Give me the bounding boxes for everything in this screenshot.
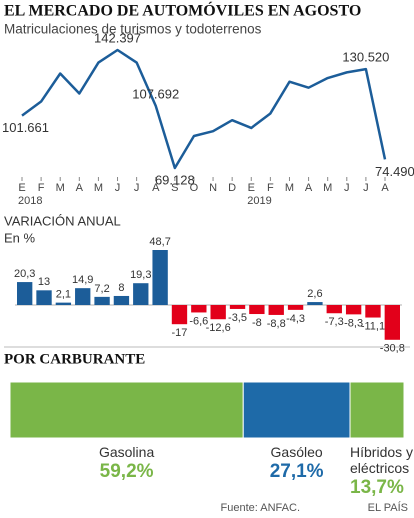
data-label: 13 xyxy=(38,276,50,288)
x-tick-label: N xyxy=(209,182,217,194)
chart-subtitle: Matriculaciones de turismos y todoterren… xyxy=(4,22,262,37)
x-tick-label: J xyxy=(134,182,140,194)
x-tick-label: J xyxy=(115,182,121,194)
x-tick-label: S xyxy=(171,182,178,194)
data-label: -7,3 xyxy=(325,316,344,328)
bar xyxy=(152,250,168,305)
x-tick-label: M xyxy=(56,182,65,194)
year-label: 2019 xyxy=(247,195,271,207)
bar xyxy=(17,282,33,305)
x-tick-label: M xyxy=(323,182,332,194)
data-label: -12,6 xyxy=(206,322,231,334)
data-label: -17 xyxy=(172,327,188,339)
data-label: 14,9 xyxy=(72,274,93,286)
segment xyxy=(349,381,405,439)
data-label: -4,3 xyxy=(286,313,305,325)
section-title: VARIACIÓN ANUAL xyxy=(4,213,121,228)
segment-value: 13,7% xyxy=(350,477,404,498)
data-label: 130.520 xyxy=(342,50,389,65)
x-tick-label: E xyxy=(248,182,255,194)
section-title: POR CARBURANTE xyxy=(4,351,145,367)
data-label: 74.490 xyxy=(375,164,414,179)
credit: EL PAÍS xyxy=(368,501,408,514)
bar xyxy=(384,305,400,340)
bar xyxy=(326,305,342,314)
bar xyxy=(55,302,72,305)
bar xyxy=(307,302,323,305)
bar xyxy=(287,305,304,310)
x-tick-label: A xyxy=(381,182,389,194)
data-label: -3,5 xyxy=(228,312,247,324)
bar xyxy=(210,305,226,320)
data-label: 2,1 xyxy=(56,289,71,301)
data-label: 48,7 xyxy=(149,236,170,248)
line xyxy=(21,48,387,170)
segment-name: Gasolina xyxy=(98,444,155,460)
x-tick-label: F xyxy=(267,182,274,194)
data-label: 69.128 xyxy=(155,172,195,187)
x-tick-label: A xyxy=(76,182,84,194)
data-label: -6,6 xyxy=(189,315,208,327)
segment xyxy=(9,381,244,439)
segment-name: Híbridos y eléctricos xyxy=(350,444,414,476)
data-label: 8 xyxy=(118,282,124,294)
x-tick-label: J xyxy=(344,182,350,194)
x-tick-label: M xyxy=(285,182,294,194)
bar xyxy=(191,305,207,313)
bar xyxy=(345,305,362,315)
x-tick-label: A xyxy=(305,182,313,194)
bar xyxy=(171,305,188,325)
bar xyxy=(113,295,130,305)
segment-value: 27,1% xyxy=(269,461,324,482)
bar xyxy=(94,296,110,305)
chart-title: EL MERCADO DE AUTOMÓVILES EN AGOSTO xyxy=(4,1,361,20)
year-label: 2018 xyxy=(18,195,42,207)
x-tick-label: O xyxy=(190,182,199,194)
x-tick-label: A xyxy=(152,182,160,194)
segment-value: 59,2% xyxy=(99,461,154,482)
x-tick-label: E xyxy=(18,182,25,194)
bar xyxy=(249,305,265,315)
bar xyxy=(36,290,52,305)
data-label: -30,8 xyxy=(380,343,405,355)
bar xyxy=(75,288,91,305)
data-label: -8,8 xyxy=(267,318,286,330)
x-tick-label: F xyxy=(38,182,45,194)
data-label: -8 xyxy=(252,317,262,329)
segment-name: Gasóleo xyxy=(270,444,323,460)
bar xyxy=(365,305,381,318)
source: Fuente: ANFAC. xyxy=(221,502,300,514)
bar xyxy=(229,305,246,309)
bar xyxy=(268,305,284,315)
segment xyxy=(242,381,351,439)
x-tick-label: M xyxy=(94,182,103,194)
section-subtitle: En % xyxy=(4,230,36,245)
data-label: 7,2 xyxy=(94,283,109,295)
data-label: -11,1 xyxy=(361,320,385,332)
data-label: 142.397 xyxy=(94,30,141,45)
data-label: 2,6 xyxy=(307,288,322,300)
data-label: 19,3 xyxy=(130,269,151,281)
x-tick-label: J xyxy=(363,182,369,194)
data-label: -8,3 xyxy=(344,317,363,329)
bar xyxy=(133,283,149,305)
x-tick-label: D xyxy=(228,182,236,194)
data-label: 20,3 xyxy=(14,268,35,280)
data-label: 107.692 xyxy=(132,86,179,101)
data-label: 101.661 xyxy=(2,120,49,135)
